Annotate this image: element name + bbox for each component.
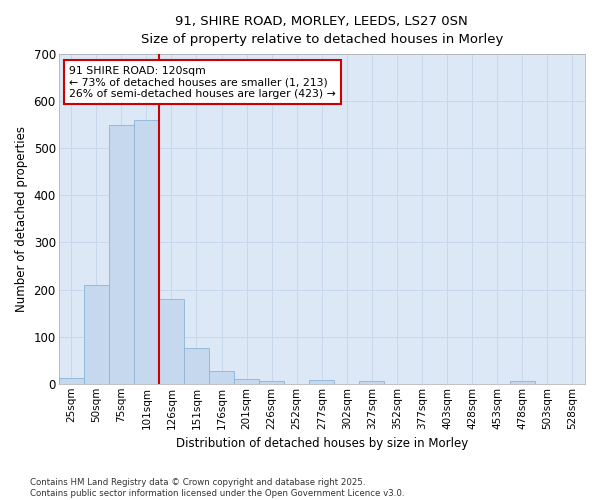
Bar: [309, 380, 334, 384]
Text: Contains HM Land Registry data © Crown copyright and database right 2025.
Contai: Contains HM Land Registry data © Crown c…: [30, 478, 404, 498]
Bar: [83, 285, 109, 384]
Text: 91 SHIRE ROAD: 120sqm
← 73% of detached houses are smaller (1, 213)
26% of semi-: 91 SHIRE ROAD: 120sqm ← 73% of detached …: [69, 66, 336, 99]
Bar: [510, 382, 535, 384]
Bar: [359, 382, 385, 384]
Bar: [184, 348, 209, 384]
Bar: [159, 299, 184, 384]
Bar: [134, 120, 159, 384]
Bar: [259, 382, 284, 384]
Title: 91, SHIRE ROAD, MORLEY, LEEDS, LS27 0SN
Size of property relative to detached ho: 91, SHIRE ROAD, MORLEY, LEEDS, LS27 0SN …: [140, 15, 503, 46]
Bar: [59, 378, 83, 384]
Bar: [209, 370, 234, 384]
Y-axis label: Number of detached properties: Number of detached properties: [15, 126, 28, 312]
Bar: [234, 379, 259, 384]
Bar: [109, 125, 134, 384]
X-axis label: Distribution of detached houses by size in Morley: Distribution of detached houses by size …: [176, 437, 468, 450]
